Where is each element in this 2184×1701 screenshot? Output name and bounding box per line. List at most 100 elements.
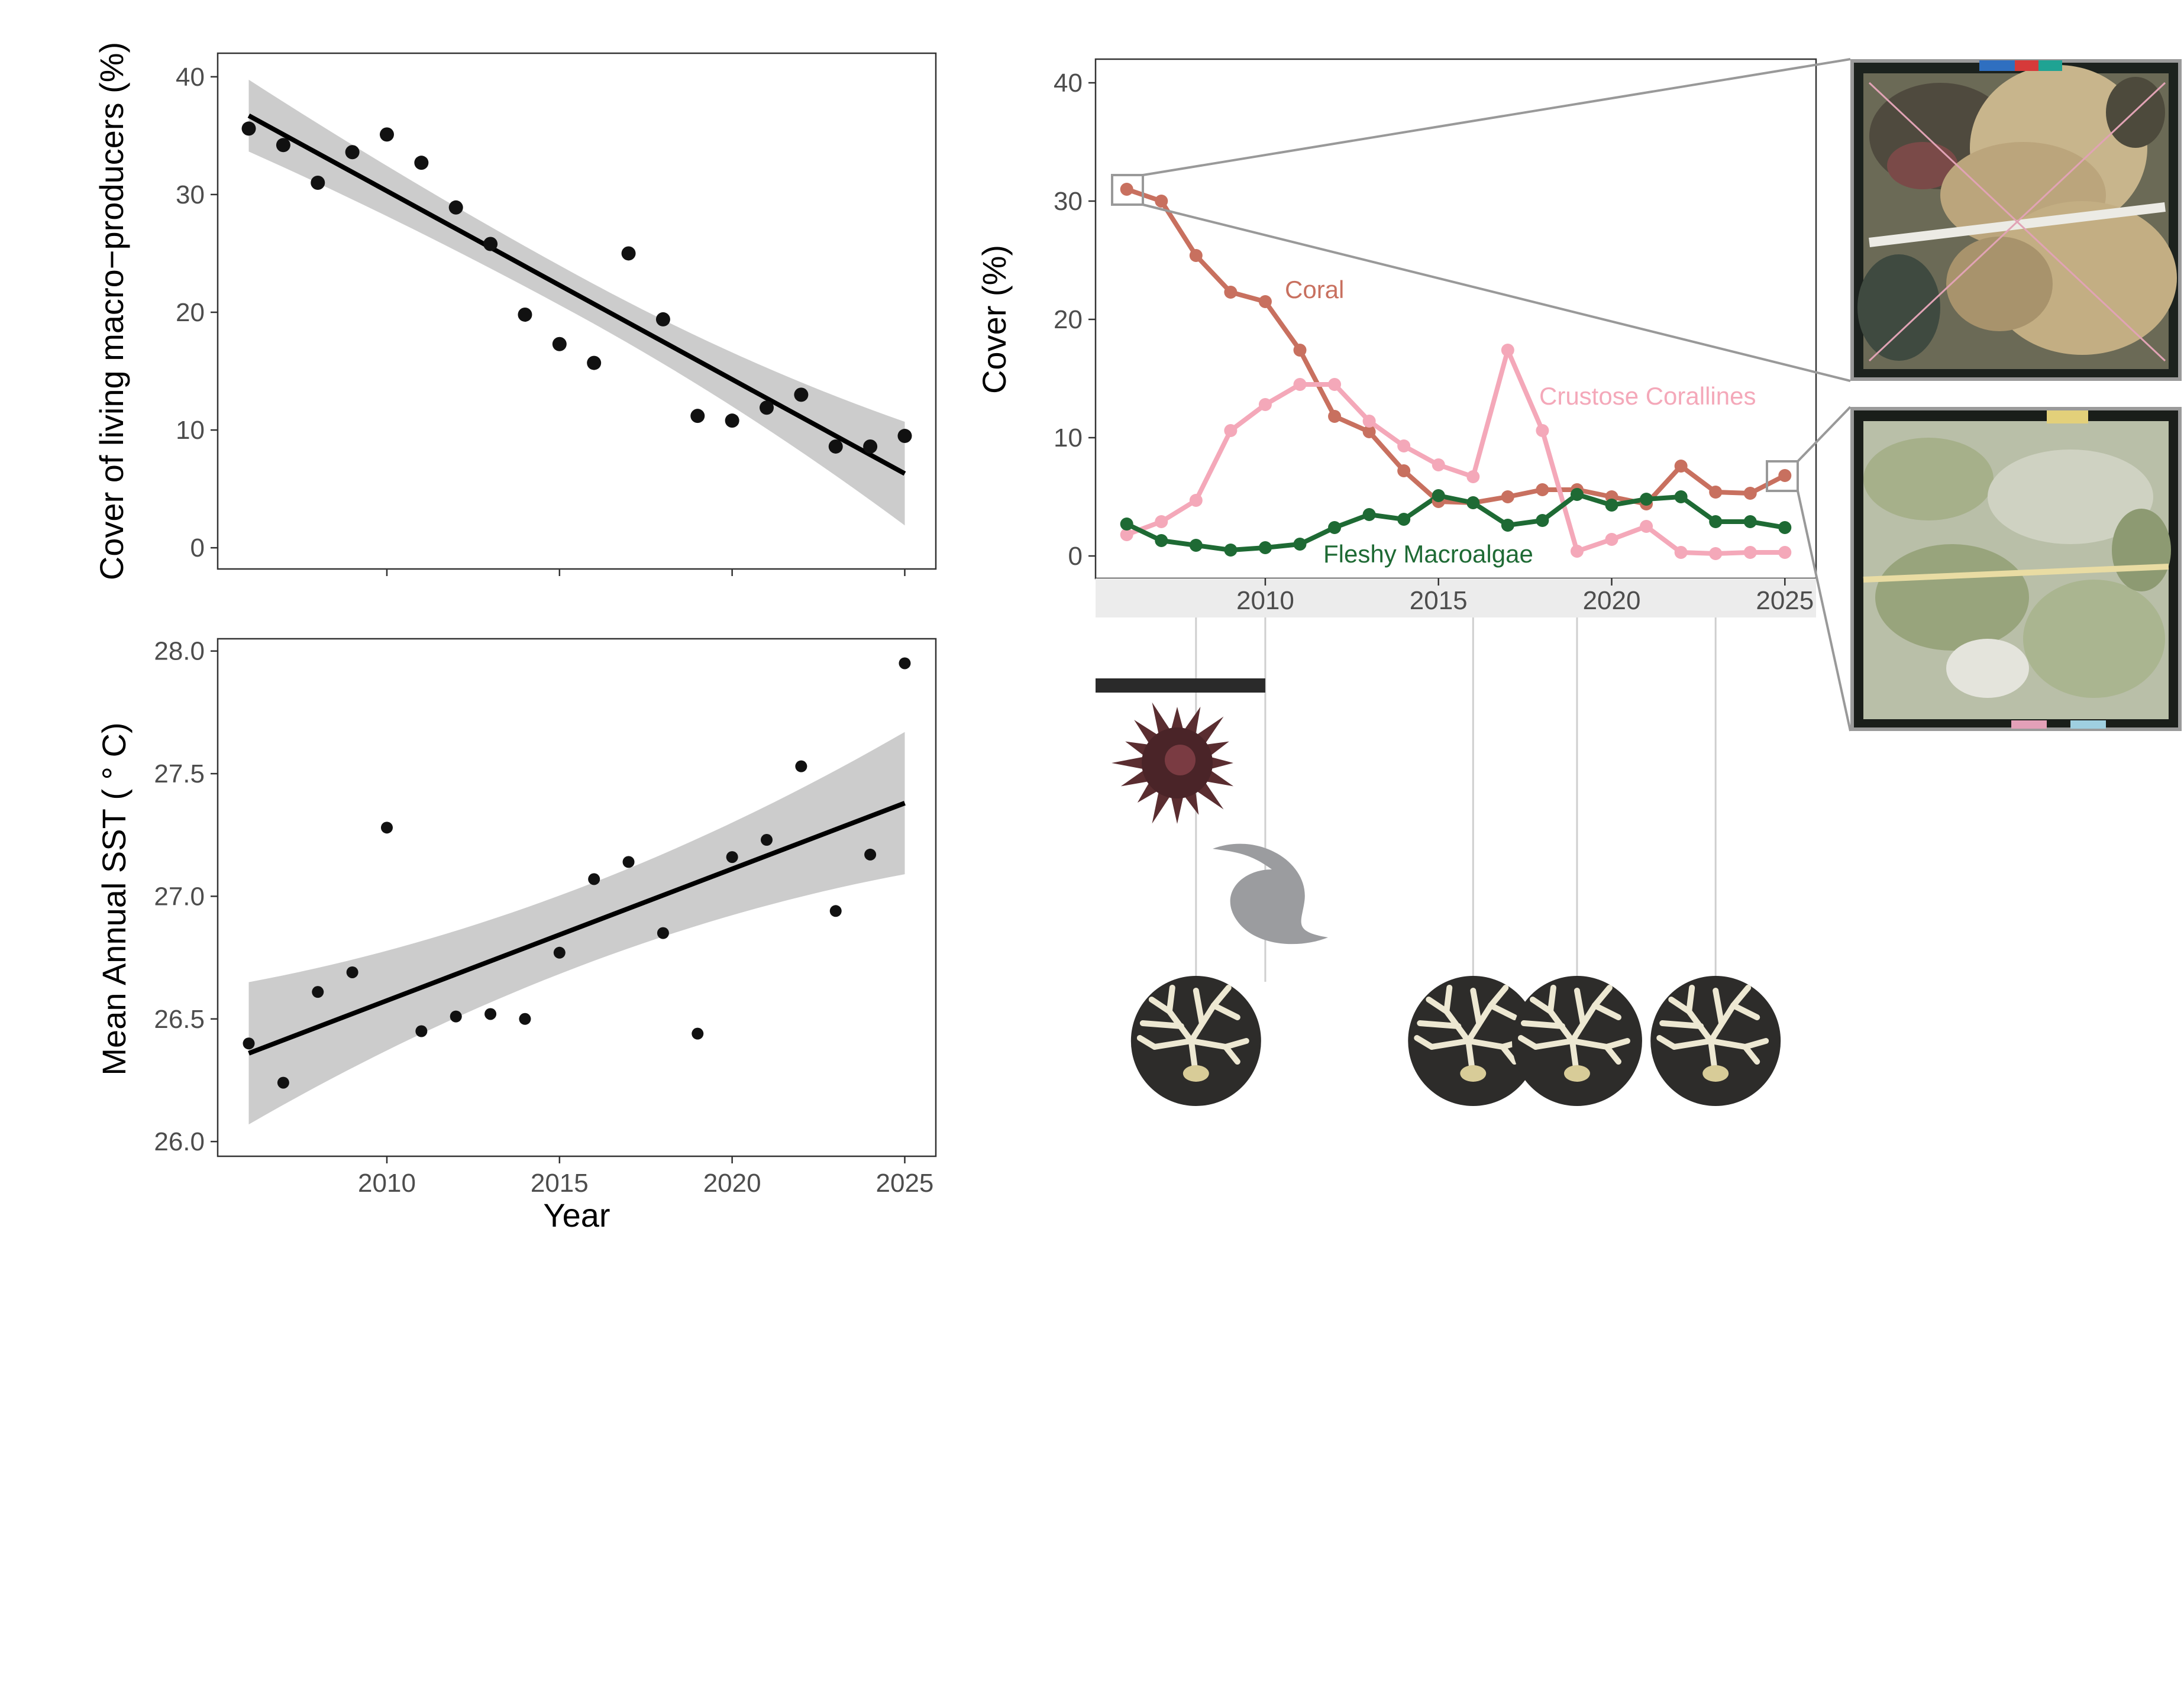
x-tick-label: 2015 [531,1169,589,1198]
data-point [518,307,532,322]
bleached-coral-icon [1650,976,1781,1106]
starfish-arm [1171,707,1184,732]
fleshy-macroalgae-series-label: Fleshy Macroalgae [1323,540,1533,568]
cover-y-ticks: 0 10 20 30 40 [1054,69,1096,571]
series-point [1293,538,1307,551]
series-point [1155,195,1168,208]
data-point [657,927,669,939]
data-point [414,156,429,170]
zoom-line-2025-top [1797,406,1852,463]
starfish-arm [1112,756,1146,769]
cyclone-icon [1213,843,1328,945]
series-point [1120,518,1133,531]
reef-photo-2006 [1850,59,2182,381]
series-point [1189,494,1203,507]
data-point [828,439,843,454]
macroproducer-y-axis-label: Cover of living macro−producers (%) [93,42,130,580]
data-point [587,355,602,370]
y-tick-label: 10 [1054,423,1083,452]
data-point [794,387,809,402]
data-point [346,966,358,978]
x-tick-label: 2025 [1756,586,1814,615]
series-point [1570,545,1584,558]
starfish-icon [1112,702,1234,824]
series-point [1501,344,1514,357]
outbreak-period-bar [1096,678,1265,693]
series-point [1120,528,1133,541]
x-tick-label: 2020 [1583,586,1641,615]
series-point [1570,488,1584,501]
series-point [1466,470,1480,483]
macroproducer-panel: 0 10 20 30 40 Cover of living macro−producer… [93,42,937,580]
data-point [690,409,705,423]
sst-trend-line [248,801,906,1056]
data-point [552,337,567,351]
series-line [1126,348,1785,556]
series-point [1674,490,1688,503]
series-point [1328,410,1342,423]
series-point [1605,533,1618,546]
data-point [622,856,635,868]
data-point [312,986,324,998]
y-tick-label: 28.0 [154,637,205,666]
series-point [1709,486,1723,499]
series-point [1501,490,1514,503]
cover-x-ticks: 2010 2015 2020 2025 [1236,578,1814,615]
series-point [1293,378,1307,391]
bleached-coral-icon [1130,976,1261,1106]
data-point [483,237,498,251]
cover-panel: 0 10 20 30 40 2010 2015 2020 2025 Cover (%) Cor… [975,58,1852,732]
y-tick-label: 0 [190,533,205,562]
series-point [1536,424,1549,437]
series-point [1778,469,1792,482]
y-tick-label: 26.0 [154,1127,205,1156]
series-point [1362,508,1376,521]
x-tick-label: 2010 [1236,586,1294,615]
series-point [1466,496,1480,509]
series-point [1120,183,1133,196]
series-point [1189,249,1203,262]
series-point [1362,415,1376,428]
y-tick-label: 40 [176,63,205,92]
zoom-line-2025-bottom [1797,490,1852,732]
series-point [1224,544,1238,557]
starfish-arm [1152,790,1171,824]
reef-photo-2025 [1850,407,2182,731]
series-point [1743,487,1757,500]
series-point [1605,499,1618,512]
series-point [1224,424,1238,437]
series-point [1155,515,1168,528]
series-point [1328,378,1342,391]
cover-plot-frame [1094,58,1817,580]
y-tick-label: 27.5 [154,759,205,788]
data-point [519,1013,531,1025]
series-point [1674,460,1688,473]
y-tick-label: 40 [1054,69,1083,98]
data-point [311,175,325,190]
series-point [1640,520,1653,533]
event-timeline [1096,617,1781,1106]
cover-x-strip [1096,578,1816,617]
zoom-line-2006-bottom [1142,203,1851,382]
zoom-box-2025 [1766,460,1799,492]
data-point [241,121,256,136]
series-point [1432,458,1445,471]
data-point [864,848,877,861]
series-point [1258,541,1272,554]
series-point [1674,546,1688,559]
series-point [1640,493,1653,506]
series-point [1397,439,1411,452]
series-point [1397,513,1411,526]
starfish-arm [1183,706,1201,736]
data-point [760,400,774,415]
bleaching-events [1130,976,1781,1106]
data-point [380,822,393,834]
y-tick-label: 20 [176,298,205,327]
data-point [276,138,290,153]
data-point [621,246,636,261]
series-point [1743,515,1757,528]
zoom-line-2006-top [1142,58,1851,176]
data-point [448,200,463,215]
data-point [345,145,360,160]
macroproducer-trend-line [247,114,906,476]
